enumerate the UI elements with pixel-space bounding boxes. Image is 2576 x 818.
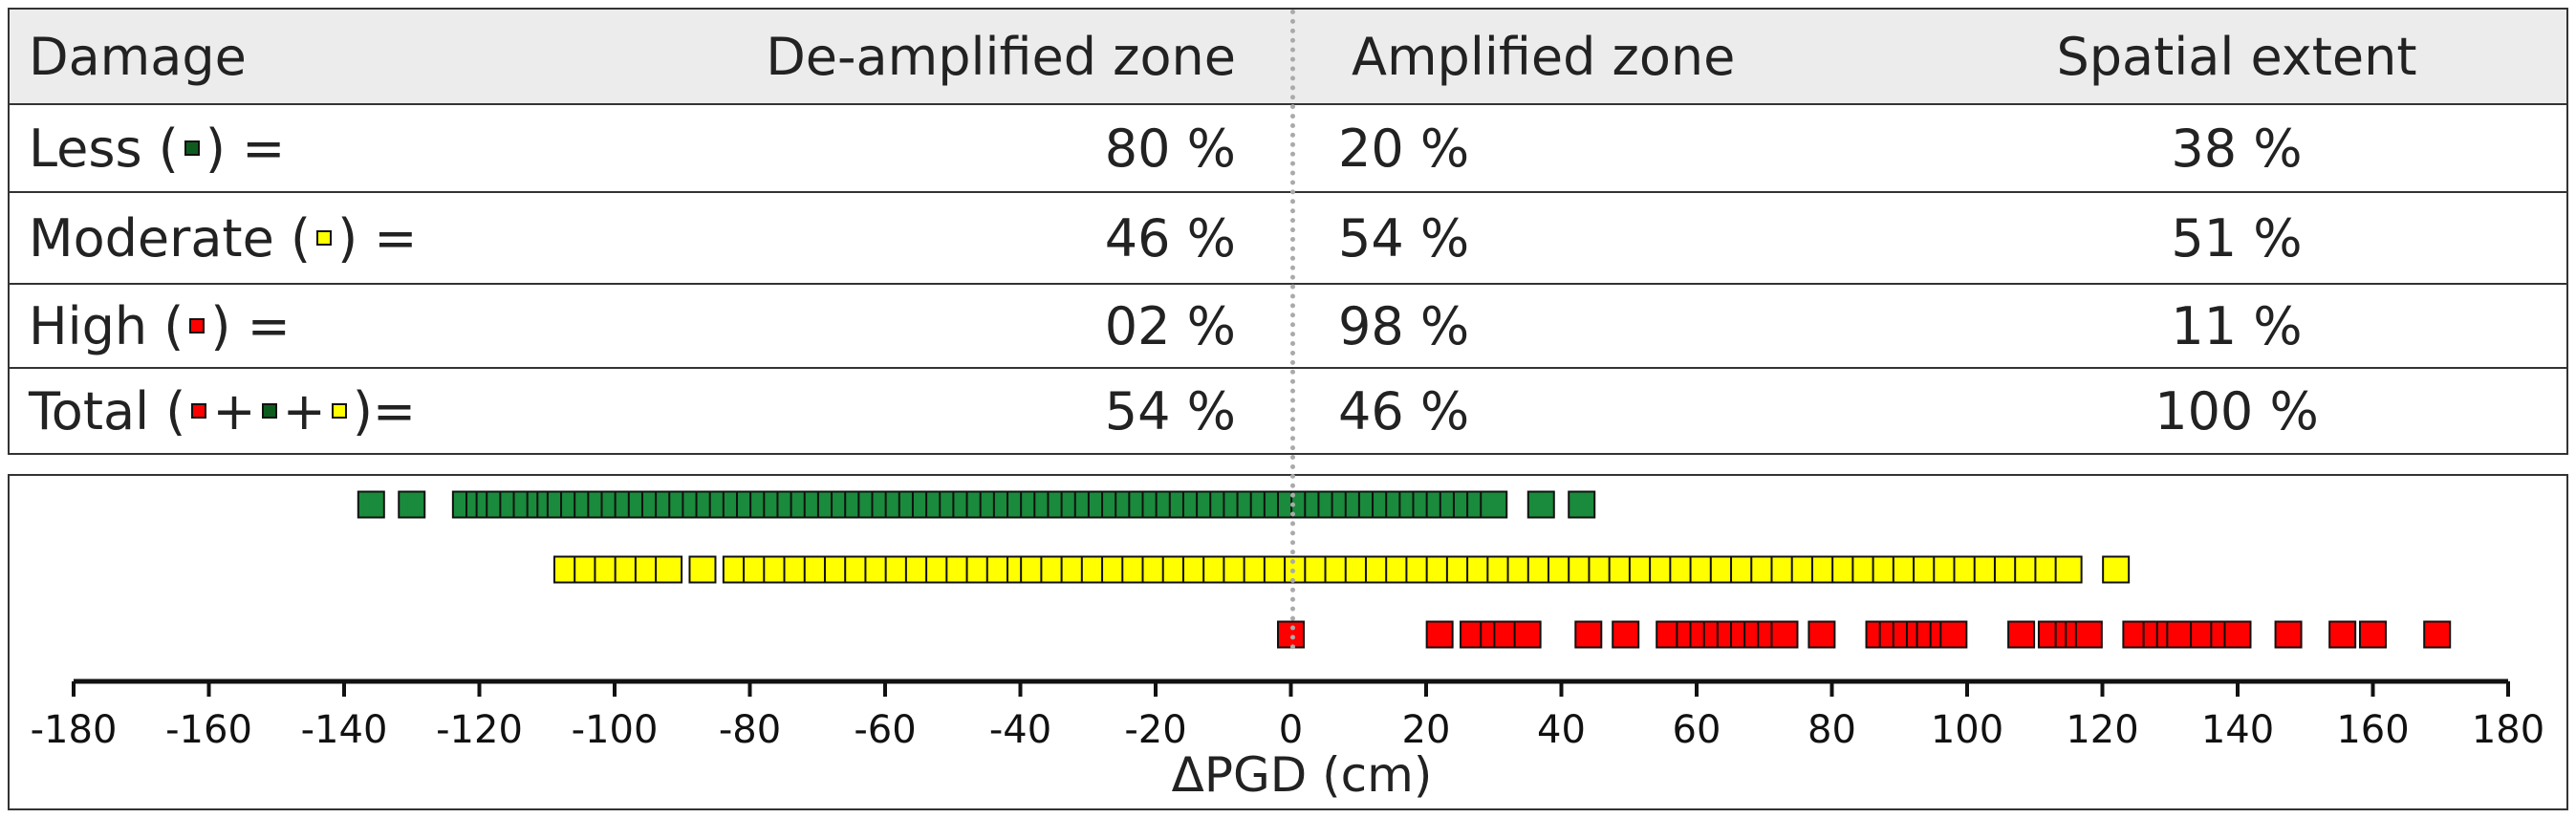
x-axis: -180 -160 -140 -120 -100 -80 -60 -40 -20 0 20 40 60 8…	[31, 678, 2544, 752]
moderate-damage-point	[2102, 555, 2131, 584]
x-tick-label: -180	[31, 708, 118, 752]
zone-divider-line	[1290, 10, 1295, 650]
row-label-text: High (	[29, 295, 184, 356]
less-damage-point	[357, 490, 385, 519]
row-label-total: Total ( + + )=	[29, 369, 416, 453]
high-damage-point	[2274, 620, 2303, 649]
plus-sign: +	[212, 380, 256, 441]
x-tick-label: -120	[436, 708, 523, 752]
less-damage-point	[1480, 490, 1508, 519]
table-row-less: Less ( ) = 80 % 20 % 38 %	[10, 105, 2566, 193]
high-damage-point	[1513, 620, 1542, 649]
x-tick-label: 60	[1673, 708, 1721, 752]
total-deamplified-value: 54 %	[1104, 380, 1236, 441]
row-label-text: Total (	[29, 380, 186, 441]
high-damage-point	[1574, 620, 1603, 649]
moderate-damage-point	[655, 555, 683, 584]
x-tick-label: -20	[1124, 708, 1186, 752]
high-damage-point	[1612, 620, 1640, 649]
less-amplified-value: 20 %	[1338, 118, 1470, 179]
x-tick-label: 180	[2472, 708, 2544, 752]
x-tick-label: -100	[572, 708, 659, 752]
x-tick-label: -140	[301, 708, 388, 752]
moderate-damage-swatch-icon	[316, 230, 333, 246]
less-spatial-value: 38 %	[2171, 118, 2303, 179]
high-damage-point	[2166, 620, 2195, 649]
row-label-moderate: Moderate ( ) =	[29, 193, 418, 283]
x-tick-label: 100	[1931, 708, 2003, 752]
high-damage-point	[2007, 620, 2036, 649]
row-label-text: Less (	[29, 118, 179, 179]
marks-group	[357, 490, 2452, 649]
x-tick-label: 140	[2201, 708, 2274, 752]
table-row-total: Total ( + + )= 54 % 46 % 100 %	[10, 369, 2566, 453]
high-damage-point	[1808, 620, 1836, 649]
high-damage-point	[1939, 620, 1968, 649]
damage-scatter-panel: -180 -160 -140 -120 -100 -80 -60 -40 -20 0 20 40 60 8…	[8, 474, 2568, 810]
less-deamplified-value: 80 %	[1104, 118, 1236, 179]
moderate-damage-point	[688, 555, 717, 584]
header-deamplified-zone: De-amplified zone	[766, 26, 1236, 87]
moderate-deamplified-value: 46 %	[1104, 207, 1236, 269]
less-damage-point	[1526, 490, 1555, 519]
high-damage-point	[2074, 620, 2103, 649]
less-damage-swatch-icon	[261, 403, 277, 419]
row-label-suffix: ) =	[337, 207, 418, 269]
row-label-suffix: )=	[352, 380, 417, 441]
moderate-damage-swatch-icon	[331, 403, 347, 419]
row-label-high: High ( ) =	[29, 285, 291, 367]
x-tick-label: 80	[1808, 708, 1856, 752]
x-tick-label: -80	[719, 708, 781, 752]
high-deamplified-value: 02 %	[1104, 295, 1236, 356]
x-tick-label: -160	[165, 708, 252, 752]
moderate-spatial-value: 51 %	[2171, 207, 2303, 269]
high-damage-swatch-icon	[191, 403, 207, 419]
x-tick-label: 120	[2066, 708, 2138, 752]
high-damage-point	[2423, 620, 2452, 649]
row-label-suffix: ) =	[210, 295, 291, 356]
less-damage-swatch-icon	[184, 140, 200, 156]
x-axis-label: ΔPGD (cm)	[1172, 747, 1433, 803]
moderate-amplified-value: 54 %	[1338, 207, 1470, 269]
x-tick-label: -40	[989, 708, 1051, 752]
x-tick-label: -60	[854, 708, 916, 752]
high-damage-point	[2328, 620, 2357, 649]
plus-sign: +	[282, 380, 326, 441]
table-row-high: High ( ) = 02 % 98 % 11 %	[10, 285, 2566, 369]
total-spatial-value: 100 %	[2154, 380, 2319, 441]
header-spatial-extent: Spatial extent	[2056, 26, 2417, 87]
total-amplified-value: 46 %	[1338, 380, 1470, 441]
high-damage-point	[1770, 620, 1799, 649]
high-amplified-value: 98 %	[1338, 295, 1470, 356]
row-label-less: Less ( ) =	[29, 105, 285, 191]
high-damage-point	[2223, 620, 2252, 649]
less-damage-point	[1568, 490, 1596, 519]
pgd-scatter-chart: -180 -160 -140 -120 -100 -80 -60 -40 -20 0 20 40 60 8…	[31, 490, 2544, 803]
moderate-damage-point	[2054, 555, 2083, 584]
high-damage-point	[2359, 620, 2387, 649]
high-damage-swatch-icon	[189, 318, 206, 334]
table-row-moderate: Moderate ( ) = 46 % 54 % 51 %	[10, 193, 2566, 285]
header-damage: Damage	[29, 26, 247, 87]
x-tick-label: 40	[1537, 708, 1586, 752]
damage-table: Damage De-amplified zone Amplified zone …	[8, 8, 2568, 455]
x-tick-label: 20	[1402, 708, 1451, 752]
x-tick-label: 0	[1279, 708, 1303, 752]
header-amplified-zone: Amplified zone	[1352, 26, 1736, 87]
high-spatial-value: 11 %	[2171, 295, 2303, 356]
row-label-text: Moderate (	[29, 207, 312, 269]
table-header-row: Damage De-amplified zone Amplified zone …	[10, 10, 2566, 105]
less-damage-point	[398, 490, 426, 519]
high-damage-point	[1425, 620, 1454, 649]
x-tick-label: 160	[2336, 708, 2409, 752]
row-label-suffix: ) =	[205, 118, 286, 179]
